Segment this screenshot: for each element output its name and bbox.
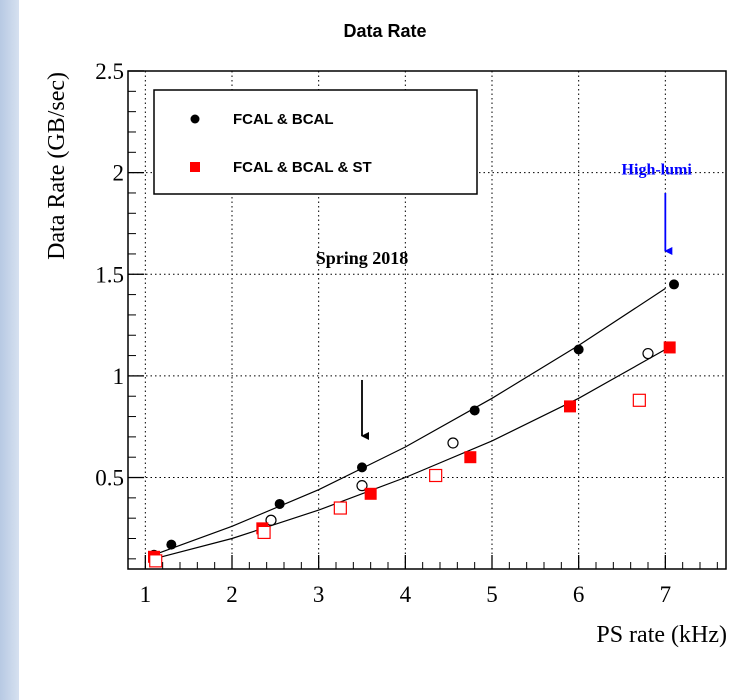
data-point [464, 451, 477, 464]
data-point [333, 501, 347, 515]
annotations: Spring 2018 High-lumi [316, 162, 693, 440]
data-point [274, 498, 285, 509]
data-point [663, 341, 676, 354]
legend-box [153, 89, 478, 195]
legend-marker-square [190, 162, 200, 172]
legend-entry-fcal-bcal-st: FCAL & BCAL & ST [233, 159, 372, 176]
x-tick-label: 3 [313, 582, 325, 607]
data-point [632, 393, 646, 407]
legend-marker-circle [190, 114, 200, 124]
data-point [356, 480, 368, 492]
x-tick-label: 2 [226, 582, 238, 607]
fit-curves [153, 287, 666, 560]
legend-entry-fcal-bcal: FCAL & BCAL [233, 111, 334, 128]
x-tick-label: 6 [573, 582, 585, 607]
grid-lines [128, 71, 726, 569]
data-point [257, 525, 271, 540]
y-tick-label: 1 [113, 364, 125, 389]
data-point [429, 468, 443, 483]
x-axis-label: PS rate (kHz) [596, 622, 727, 648]
x-tick-label: 4 [400, 582, 412, 607]
y-tick-label: 2 [113, 161, 125, 186]
fit-curve [153, 348, 666, 560]
x-tick-label: 1 [140, 582, 152, 607]
y-tick-label: 0.5 [95, 466, 124, 491]
y-tick-label: 2.5 [95, 59, 124, 84]
chart-title: Data Rate [343, 21, 426, 41]
annotation-high-lumi: High-lumi [622, 162, 693, 179]
legend: FCAL & BCAL FCAL & BCAL & ST [153, 89, 478, 195]
data-point [469, 405, 480, 416]
fit-curve [153, 287, 666, 556]
data-point [564, 400, 576, 413]
y-axis-label: Data Rate (GB/sec) [44, 72, 70, 260]
data-point [573, 344, 584, 355]
data-point [642, 347, 654, 360]
data-points [148, 279, 679, 568]
plot-frame [127, 70, 727, 570]
slide-left-strip [0, 0, 19, 700]
data-point [447, 437, 459, 449]
data-point [357, 462, 367, 473]
axis-ticks: 1 2 3 4 5 6 7 0.5 1 1.5 2 2.5 [95, 59, 718, 607]
data-point [149, 554, 163, 568]
y-tick-label: 1.5 [95, 262, 124, 287]
data-point [669, 279, 679, 290]
annotation-spring-2018: Spring 2018 [316, 248, 409, 268]
data-point [265, 514, 277, 526]
data-point [166, 539, 177, 550]
x-tick-label: 5 [486, 582, 498, 607]
data-point [364, 487, 377, 500]
x-tick-label: 7 [660, 582, 672, 607]
